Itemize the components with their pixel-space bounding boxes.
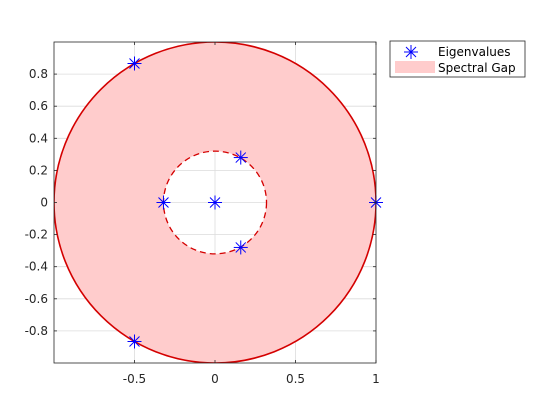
eigenvalue-marker bbox=[127, 334, 142, 349]
y-tick-label: 0.4 bbox=[29, 131, 48, 145]
y-tick-label: -0.8 bbox=[25, 324, 48, 338]
y-tick-label: 0 bbox=[40, 196, 48, 210]
legend-eigenvalues-marker-icon bbox=[404, 45, 418, 59]
legend-spectral-gap-swatch bbox=[395, 61, 435, 73]
legend: Eigenvalues Spectral Gap bbox=[389, 40, 526, 78]
eigenvalue-marker bbox=[127, 56, 142, 71]
y-tick-label: -0.2 bbox=[25, 228, 48, 242]
x-tick-label: -0.5 bbox=[123, 372, 146, 386]
x-tick-label: 1 bbox=[372, 372, 380, 386]
legend-label-spectral-gap: Spectral Gap bbox=[438, 61, 516, 75]
legend-box bbox=[389, 40, 526, 78]
y-tick-label: -0.6 bbox=[25, 292, 48, 306]
y-tick-label: 0.6 bbox=[29, 99, 48, 113]
spectral-gap-fill bbox=[54, 42, 376, 363]
axis-ticks: -0.5 0 0.5 1 -0.8 -0.6 -0.4 -0.2 0 0.2 0.4 0.6 0.8 bbox=[25, 42, 380, 386]
legend-label-eigenvalues: Eigenvalues bbox=[438, 45, 511, 59]
eigenvalue-marker bbox=[156, 195, 171, 210]
eigenvalue-marker bbox=[208, 195, 222, 210]
x-tick-label: 0 bbox=[211, 372, 219, 386]
y-tick-label: 0.2 bbox=[29, 163, 48, 177]
eigenvalue-marker bbox=[233, 150, 248, 165]
y-tick-label: 0.8 bbox=[29, 67, 48, 81]
y-tick-label: -0.4 bbox=[25, 260, 48, 274]
eigenvalue-marker bbox=[233, 240, 248, 255]
x-tick-label: 0.5 bbox=[286, 372, 305, 386]
eigenvalue-markers bbox=[127, 56, 383, 349]
